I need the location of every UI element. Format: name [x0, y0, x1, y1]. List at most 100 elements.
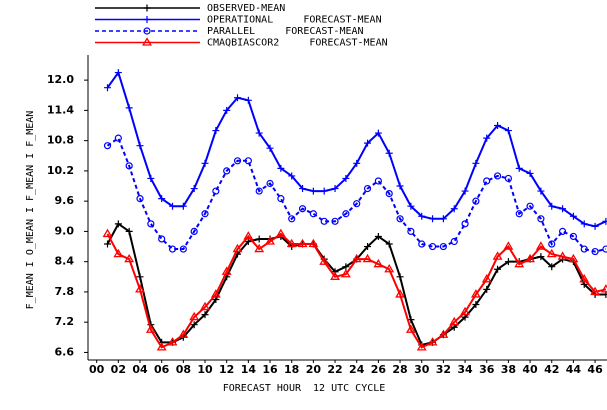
x-tick-label: 04 [132, 363, 148, 376]
point [136, 142, 144, 150]
y-axis-label: F_MEAN I O_MEAN I F_MEAN I F_MEAN [25, 111, 36, 310]
point [189, 311, 200, 321]
point [416, 342, 427, 351]
point [373, 258, 384, 268]
point [102, 228, 113, 238]
point [535, 241, 546, 250]
point [548, 202, 556, 210]
x-tick-label: 44 [566, 363, 582, 376]
point [266, 144, 274, 152]
point [255, 129, 263, 137]
point [461, 187, 469, 195]
point [142, 37, 152, 46]
point [143, 16, 151, 23]
x-tick-label: 46 [587, 363, 603, 376]
point [254, 243, 265, 253]
point [201, 210, 209, 218]
point [504, 127, 512, 135]
point [450, 205, 458, 213]
point [179, 202, 187, 210]
point [537, 253, 545, 261]
point [233, 157, 242, 165]
point [568, 253, 579, 263]
point [385, 240, 393, 248]
point [602, 245, 607, 253]
plot-area [102, 69, 607, 351]
point [526, 169, 534, 177]
point [515, 164, 523, 172]
point [461, 220, 469, 228]
point [396, 273, 404, 281]
point [472, 159, 480, 167]
point [439, 215, 447, 223]
point [362, 253, 373, 263]
x-tick-label: 20 [306, 363, 322, 376]
point [407, 202, 415, 210]
point [210, 289, 221, 298]
x-tick-label: 00 [89, 363, 105, 376]
point [167, 337, 178, 346]
point [579, 274, 590, 283]
point [427, 337, 438, 346]
point [297, 238, 308, 248]
point [363, 184, 372, 193]
legend-label: CMAQBIASCOR2 FORECAST-MEAN [207, 38, 388, 49]
point [580, 220, 588, 228]
point [396, 182, 404, 190]
point [548, 240, 556, 248]
point [201, 311, 209, 319]
x-tick-label: 26 [371, 363, 387, 376]
x-tick-label: 36 [479, 363, 495, 376]
point [158, 195, 166, 203]
legend-label: OBSERVED-MEAN [207, 3, 285, 14]
legend-label: OPERATIONAL FORECAST-MEAN [207, 15, 382, 26]
x-tick-label: 06 [154, 363, 170, 376]
point [494, 265, 502, 273]
point [351, 253, 362, 263]
point [288, 215, 296, 223]
point [190, 227, 198, 236]
point [472, 197, 480, 205]
x-tick-label: 14 [241, 363, 257, 376]
x-axis-label: FORECAST HOUR 12 UTC CYCLE [223, 383, 386, 394]
point [353, 200, 361, 208]
point [374, 129, 382, 137]
point [504, 258, 512, 266]
point [143, 27, 151, 35]
point [526, 202, 534, 210]
point [537, 187, 545, 195]
point [179, 245, 187, 253]
point [537, 215, 545, 223]
point [429, 215, 437, 223]
point [342, 210, 350, 218]
point [331, 217, 339, 225]
point [418, 212, 426, 220]
point [374, 232, 382, 240]
point [320, 187, 328, 195]
point [201, 159, 209, 167]
point [168, 245, 177, 253]
point [493, 172, 502, 180]
point [548, 263, 556, 271]
point [275, 228, 286, 238]
point [600, 284, 607, 293]
point [470, 289, 481, 298]
point [143, 4, 151, 12]
point [104, 240, 112, 248]
point [385, 189, 393, 198]
point [438, 329, 449, 338]
point [558, 227, 567, 236]
point [546, 248, 557, 258]
series-line [106, 222, 606, 347]
legend-label: PARALLEL FORECAST-MEAN [207, 26, 364, 37]
point [483, 285, 491, 293]
point [223, 106, 231, 114]
x-tick-label: 18 [284, 363, 299, 376]
point [309, 210, 317, 218]
point [353, 159, 361, 167]
point [136, 195, 144, 203]
point [557, 251, 568, 260]
point [320, 217, 328, 225]
point [277, 164, 285, 172]
point [569, 212, 577, 220]
